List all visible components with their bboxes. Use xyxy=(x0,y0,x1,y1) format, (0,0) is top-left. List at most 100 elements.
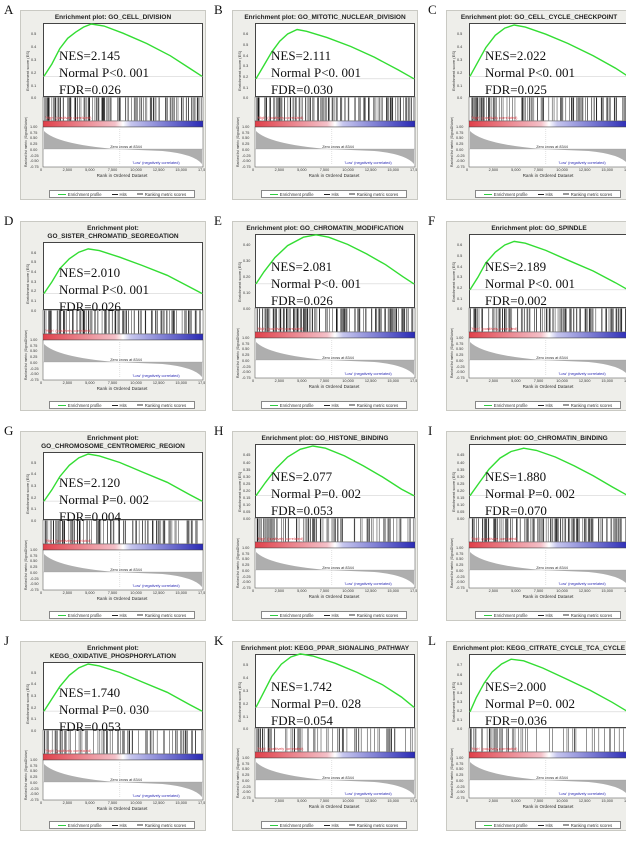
x-tick-label: 10,000 xyxy=(342,379,354,383)
es-tick-label: 0.10 xyxy=(243,291,251,296)
high-correlated-label: 'High' (positively correlated) xyxy=(257,116,304,120)
nes-value: NES=2.077 xyxy=(271,468,333,484)
rank-tick-label: -0.25 xyxy=(30,366,39,371)
ranking-metric-area xyxy=(44,131,202,164)
ranking-metric-area xyxy=(44,554,202,587)
x-tick-label: 17,500 xyxy=(198,168,206,172)
legend-enrichment-profile-text: Enrichment profile xyxy=(279,402,314,408)
es-tick-label: 0.3 xyxy=(457,58,463,62)
gsea-panel: Enrichment plot: GO_HISTONE_BINDING Enric… xyxy=(232,431,418,621)
enrichment-curve xyxy=(469,658,626,713)
legend-enrichment-profile: Enrichment profile xyxy=(269,402,314,408)
es-tick-label: 0.6 xyxy=(243,32,249,37)
stats-annotation: NES=2.022 Normal P<0. 001 FDR=0.025 xyxy=(485,47,575,98)
rank-tick-label: -0.50 xyxy=(242,370,251,375)
es-tick-label: 0.3 xyxy=(31,58,37,62)
x-tick-label: 15,000 xyxy=(175,801,188,805)
legend-ranking-metric-swatch xyxy=(562,614,569,616)
panel-graphics xyxy=(468,658,626,799)
legend-enrichment-profile-swatch xyxy=(269,614,278,616)
high-correlated-label: 'High' (positively correlated) xyxy=(471,116,518,120)
legend-ranking-metric-text: Ranking metric scores xyxy=(356,402,399,408)
hits-box xyxy=(42,519,204,545)
rank-axis-label: Ranked list metric (Signal2Noise) xyxy=(450,116,454,167)
nes-value: NES=2.120 xyxy=(59,474,121,490)
x-tick-label: 5,000 xyxy=(297,168,307,172)
p-value: Normal P<0. 001 xyxy=(59,64,150,80)
correlation-bar xyxy=(468,541,626,549)
legend-ranking-metric-text: Ranking metric scores xyxy=(144,612,187,618)
correlation-bar xyxy=(254,331,416,339)
x-tick-label: 12,500 xyxy=(578,589,591,593)
es-tick-label: 0.2 xyxy=(31,495,37,500)
legend-enrichment-profile: Enrichment profile xyxy=(269,192,314,197)
x-tick-label: 12,500 xyxy=(578,168,591,172)
rank-tick-label: -0.50 xyxy=(242,580,251,585)
es-tick-label: 0.45 xyxy=(243,453,251,458)
x-tick-label: 0 xyxy=(466,799,469,803)
legend-ranking-metric-swatch xyxy=(348,193,355,195)
es-tick-label: 0.0 xyxy=(457,727,463,732)
x-tick-label: 15,000 xyxy=(387,168,400,172)
gsea-panel: Enrichment plot: GO_CELL_DIVISION Enrichm… xyxy=(20,10,206,200)
legend-enrichment-profile-text: Enrichment profile xyxy=(493,402,528,408)
legend-ranking-metric-text: Ranking metric scores xyxy=(356,191,399,197)
x-tick-label: 17,500 xyxy=(198,801,206,805)
fdr-value: FDR=0.004 xyxy=(59,508,121,524)
legend-hits-text: Hits xyxy=(119,612,127,618)
es-tick-label: 0.1 xyxy=(243,85,249,90)
legend-enrichment-profile-text: Enrichment profile xyxy=(67,612,102,618)
stats-annotation: NES=2.189 Normal P<0. 001 FDR=0.002 xyxy=(485,258,575,309)
legend-ranking-metric: Ranking metric scores xyxy=(348,823,398,828)
legend-hits-text: Hits xyxy=(119,402,127,408)
es-tick-label: 0.4 xyxy=(31,45,37,50)
p-value: Normal P=0. 030 xyxy=(59,701,150,717)
legend-hits: Hits xyxy=(323,192,339,197)
rank-tick-label: 0.25 xyxy=(242,563,250,568)
high-correlated-label: 'High' (positively correlated) xyxy=(257,747,304,751)
rank-tick-label: -0.25 xyxy=(30,153,39,158)
zero-cross-label: Zero cross at 8344 xyxy=(322,566,354,570)
correlation-bar xyxy=(42,543,204,551)
ranking-metric-area xyxy=(256,762,414,795)
legend-hits: Hits xyxy=(111,823,127,828)
high-correlated-label: 'High' (positively correlated) xyxy=(45,116,92,120)
x-tick-label: 15,000 xyxy=(601,379,614,383)
legend-ranking-metric: Ranking metric scores xyxy=(562,823,612,828)
rank-tick-label: 0.50 xyxy=(30,559,38,564)
x-tick-label: 17,500 xyxy=(410,379,418,383)
legend-hits: Hits xyxy=(537,403,553,408)
rank-tick-label: 0.50 xyxy=(30,349,38,354)
low-correlated-label: 'Low' (negatively correlated) xyxy=(132,794,180,798)
legend-hits-swatch xyxy=(537,404,544,406)
stats-annotation: NES=2.000 Normal P=0. 002 FDR=0.036 xyxy=(485,678,575,729)
legend-ranking-metric: Ranking metric scores xyxy=(136,192,186,197)
x-tick-label: 17,500 xyxy=(624,799,626,803)
low-correlated-label: 'Low' (negatively correlated) xyxy=(132,374,180,378)
legend-enrichment-profile-text: Enrichment profile xyxy=(67,191,102,197)
es-tick-label: 0.40 xyxy=(457,460,465,465)
rank-tick-label: 0.75 xyxy=(242,551,250,556)
legend-hits-text: Hits xyxy=(545,191,553,197)
legend-enrichment-profile-swatch xyxy=(269,193,278,195)
x-tick-label: 2,500 xyxy=(488,168,499,172)
legend-enrichment-profile: Enrichment profile xyxy=(483,402,528,408)
es-tick-label: 0.20 xyxy=(457,488,465,493)
legend-hits-swatch xyxy=(323,404,330,406)
x-tick-label: 7,500 xyxy=(533,379,544,383)
stats-annotation: NES=1.740 Normal P=0. 030 FDR=0.053 xyxy=(59,684,149,735)
legend: Enrichment profile Hits Ranking metric sco… xyxy=(261,401,407,409)
es-tick-label: 0.20 xyxy=(243,488,251,493)
zero-cross-label: Zero cross at 8344 xyxy=(536,776,568,780)
rank-tick-label: 0.00 xyxy=(242,358,250,363)
panel-letter: E xyxy=(214,213,222,228)
ranking-metric-area xyxy=(256,552,414,585)
legend-enrichment-profile-text: Enrichment profile xyxy=(493,191,528,197)
legend-hits-swatch xyxy=(111,824,118,826)
gsea-panel: Enrichment plot: GO_SPINDLE Enrichment sc… xyxy=(446,221,626,411)
ranking-metric-area xyxy=(470,762,626,793)
legend: Enrichment profile Hits Ranking metric sco… xyxy=(475,611,621,619)
x-tick-label: 12,500 xyxy=(364,799,377,803)
panel-letter: C xyxy=(428,2,437,17)
legend-hits: Hits xyxy=(111,402,127,408)
